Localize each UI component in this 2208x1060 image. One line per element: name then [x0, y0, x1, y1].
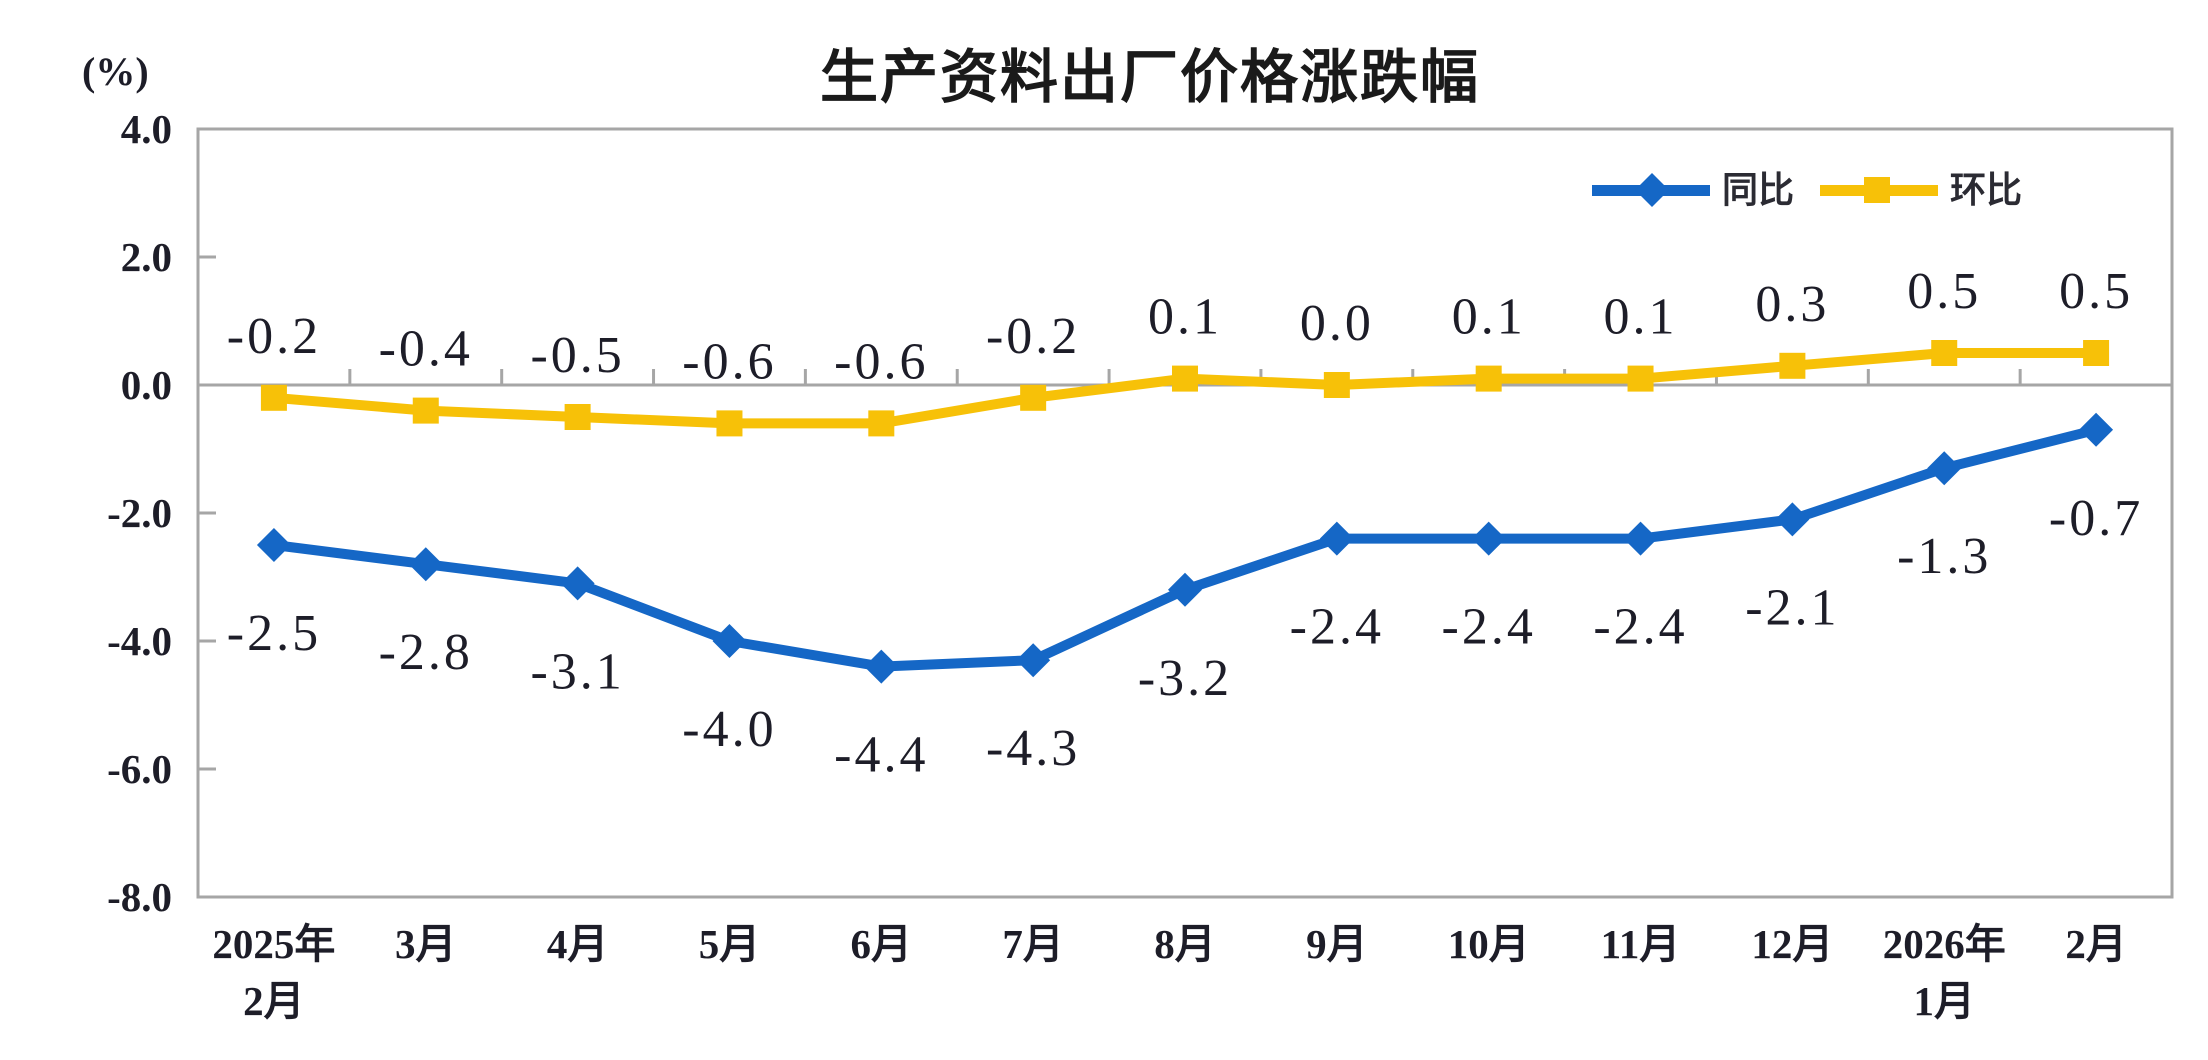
data-label-yoy-3: -4.0 — [682, 701, 776, 758]
data-label-yoy-9: -2.4 — [1593, 599, 1687, 656]
marker-mom-9 — [1627, 365, 1654, 392]
data-label-yoy-7: -2.4 — [1290, 599, 1384, 656]
data-label-yoy-5: -4.3 — [986, 720, 1080, 777]
marker-mom-5 — [1020, 384, 1047, 411]
x-axis-label: 2026年 1月 — [1883, 921, 2006, 1024]
y-axis-label: -6.0 — [107, 746, 172, 792]
marker-mom-0 — [260, 384, 287, 411]
data-label-mom-11: 0.5 — [1907, 263, 1981, 320]
marker-mom-1 — [412, 397, 439, 424]
x-axis-labels: 2025年 2月 3月 4月 5月 6月 7月 8月 9月 10月 11月 12月 2026年 1月 2月 — [212, 921, 2126, 1024]
y-axis-label: 4.0 — [121, 106, 172, 152]
marker-yoy-8 — [1471, 521, 1506, 556]
data-label-mom-12: 0.5 — [2059, 263, 2133, 320]
data-label-yoy-12: -0.7 — [2049, 490, 2143, 547]
marker-yoy-6 — [1168, 572, 1202, 607]
x-axis-label: 5月 — [699, 921, 761, 967]
x-axis-label: 4月 — [547, 921, 609, 967]
data-label-yoy-4: -4.4 — [834, 727, 928, 784]
y-axis-label: -4.0 — [107, 618, 172, 664]
marker-yoy-12 — [2079, 412, 2114, 447]
x-axis-label: 9月 — [1306, 921, 1368, 967]
mom-line-swatch-icon — [1820, 177, 1939, 203]
data-label-yoy-0: -2.5 — [227, 605, 321, 662]
x-axis-label: 2025年 2月 — [212, 921, 335, 1024]
marker-yoy-9 — [1623, 521, 1658, 556]
legend-label-yoy: 同比 — [1722, 170, 1795, 210]
y-axis-label: 2.0 — [121, 234, 172, 280]
data-label-yoy-8: -2.4 — [1442, 599, 1536, 656]
data-label-mom-0: -0.2 — [227, 308, 321, 365]
data-labels-yoy: -2.5 -2.8 -3.1 -4.0 -4.4 -4.3 -3.2 -2.4 -2.4 -2.4… — [227, 490, 2143, 784]
data-label-yoy-6: -3.2 — [1138, 650, 1232, 707]
marker-mom-7 — [1323, 372, 1350, 398]
y-axis-unit-label: (%) — [82, 49, 149, 94]
marker-yoy-2 — [560, 566, 595, 601]
marker-yoy-4 — [864, 649, 899, 684]
data-label-yoy-1: -2.8 — [379, 624, 473, 681]
data-label-mom-2: -0.5 — [530, 327, 624, 384]
legend-item-yoy: 同比 — [1592, 170, 1794, 210]
x-axis-label: 7月 — [1002, 921, 1064, 967]
x-axis-label: 11月 — [1601, 921, 1681, 967]
data-label-mom-8: 0.1 — [1452, 289, 1526, 346]
x-axis-label: 10月 — [1448, 921, 1530, 967]
x-axis-label: 12月 — [1751, 921, 1833, 967]
data-label-yoy-2: -3.1 — [530, 643, 624, 700]
legend: 同比 环比 — [1592, 170, 2022, 210]
data-label-mom-1: -0.4 — [379, 321, 473, 378]
marker-yoy-1 — [408, 547, 443, 582]
data-label-mom-5: -0.2 — [986, 308, 1080, 365]
data-label-mom-4: -0.6 — [834, 333, 928, 390]
x-axis-label: 8月 — [1154, 921, 1216, 967]
x-axis-label: 6月 — [851, 921, 913, 967]
plot-border — [196, 127, 2174, 899]
marker-yoy-11 — [1927, 451, 1962, 486]
marker-yoy-5 — [1016, 643, 1051, 678]
marker-yoy-10 — [1775, 502, 1810, 537]
data-label-mom-6: 0.1 — [1148, 289, 1222, 346]
y-axis-label: -8.0 — [107, 874, 172, 920]
data-label-yoy-11: -1.3 — [1897, 528, 1991, 585]
marker-yoy-7 — [1319, 521, 1354, 556]
marker-mom-8 — [1475, 365, 1502, 392]
data-labels-mom: -0.2 -0.4 -0.5 -0.6 -0.6 -0.2 0.1 0.0 0.1 0.1 0.3 0… — [227, 263, 2133, 390]
marker-mom-12 — [2083, 340, 2110, 366]
chart-title: 生产资料出厂价格涨跌幅 — [819, 45, 1480, 110]
marker-mom-10 — [1779, 352, 1806, 379]
marker-yoy-0 — [256, 528, 291, 562]
series-yoy — [256, 412, 2114, 684]
legend-item-mom: 环比 — [1820, 170, 2022, 210]
marker-mom-3 — [716, 410, 743, 437]
marker-mom-11 — [1931, 340, 1958, 366]
y-axis-label: 0.0 — [121, 362, 172, 408]
x-axis-label: 2月 — [2065, 921, 2127, 967]
marker-mom-2 — [564, 404, 591, 430]
legend-label-mom: 环比 — [1950, 170, 2023, 210]
x-axis-label: 3月 — [395, 921, 457, 967]
data-label-mom-9: 0.1 — [1604, 289, 1678, 346]
yoy-line-swatch-icon — [1592, 173, 1710, 207]
data-label-mom-10: 0.3 — [1755, 276, 1829, 333]
y-axis: 4.0 2.0 0.0 -2.0 -4.0 -6.0 -8.0 — [107, 106, 216, 920]
data-label-mom-3: -0.6 — [682, 333, 776, 390]
y-axis-label: -2.0 — [107, 490, 172, 536]
marker-mom-6 — [1172, 365, 1198, 392]
data-label-yoy-10: -2.1 — [1745, 579, 1839, 636]
series-mom — [260, 340, 2110, 437]
marker-yoy-3 — [712, 624, 747, 658]
marker-mom-4 — [868, 410, 895, 437]
data-label-mom-7: 0.0 — [1300, 295, 1374, 352]
